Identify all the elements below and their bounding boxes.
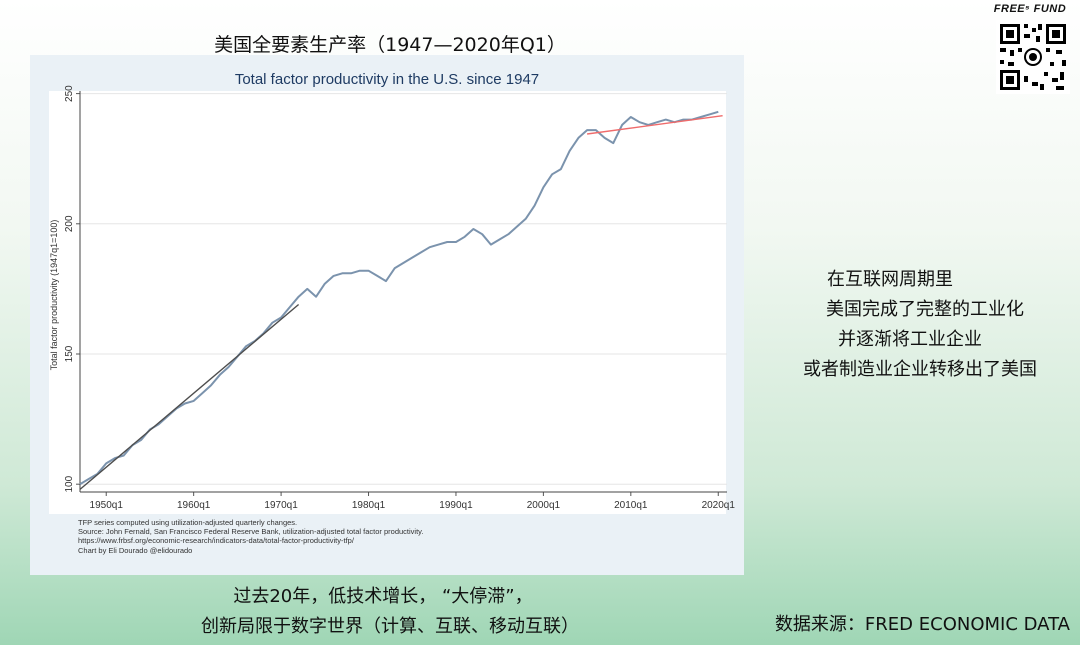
- side-line-3: 并逐渐将工业企业: [838, 329, 982, 350]
- y-tick-label: 200: [64, 215, 75, 232]
- footnote-credit: Chart by Eli Dourado @elidourado: [78, 545, 193, 555]
- early-trend-line: [79, 303, 300, 490]
- qr-code-icon: [996, 20, 1070, 94]
- chart-footnote: TFP series computed using utilization-ad…: [78, 518, 423, 555]
- slide-title: 美国全要素生产率（1947—2020年Q1）: [214, 34, 566, 56]
- y-tick-label: 250: [64, 85, 75, 102]
- recent-trend-line: [587, 115, 723, 135]
- x-tick-label: 1970q1: [264, 500, 298, 511]
- bottom-caption: 过去20年，低技术增长， “大停滞”， 创新局限于数字世界（计算、互联、移动互联…: [150, 582, 630, 642]
- bottom-line-2: 创新局限于数字世界（计算、互联、移动互联）: [201, 616, 579, 637]
- side-line-1: 在互联网周期里: [827, 269, 953, 290]
- side-line-4: 或者制造业企业转移出了美国: [803, 359, 1037, 380]
- x-tick-label: 2020q1: [702, 500, 736, 511]
- y-tick-label: 150: [64, 345, 75, 362]
- side-commentary: 在互联网周期里 美国完成了完整的工业化 并逐渐将工业企业 或者制造业企业转移出了…: [770, 265, 1070, 385]
- x-tick-label: 1950q1: [90, 500, 124, 511]
- y-tick-label: 100: [64, 475, 75, 492]
- data-source: 数据来源：FRED ECONOMIC DATA: [774, 614, 1070, 635]
- chart-title: Total factor productivity in the U.S. si…: [234, 71, 540, 88]
- x-tick-label: 1980q1: [352, 500, 386, 511]
- footnote-source: Source: John Fernald, San Francisco Fede…: [78, 527, 424, 537]
- tfp-line-chart: 100 150 200 250 1950q1 1960q1 1970q1 1980q1 1990…: [49, 85, 736, 514]
- x-tick-label: 2000q1: [527, 500, 561, 511]
- bottom-line-1: 过去20年，低技术增长， “大停滞”，: [233, 586, 533, 607]
- chart-card: Total factor productivity in the U.S. si…: [30, 55, 744, 575]
- side-line-2: 美国完成了完整的工业化: [826, 299, 1024, 320]
- tfp-series-line: [79, 110, 719, 486]
- x-tick-label: 2010q1: [614, 500, 648, 511]
- x-tick-label: 1960q1: [177, 500, 211, 511]
- footnote-url: https://www.frbsf.org/economic-research/…: [78, 536, 354, 546]
- brand-logo: FREE⁵ FUND: [993, 3, 1067, 15]
- y-axis-label: Total factor productivity (1947q1=100): [49, 220, 59, 371]
- footnote-line: TFP series computed using utilization-ad…: [78, 518, 298, 527]
- x-tick-label: 1990q1: [439, 500, 473, 511]
